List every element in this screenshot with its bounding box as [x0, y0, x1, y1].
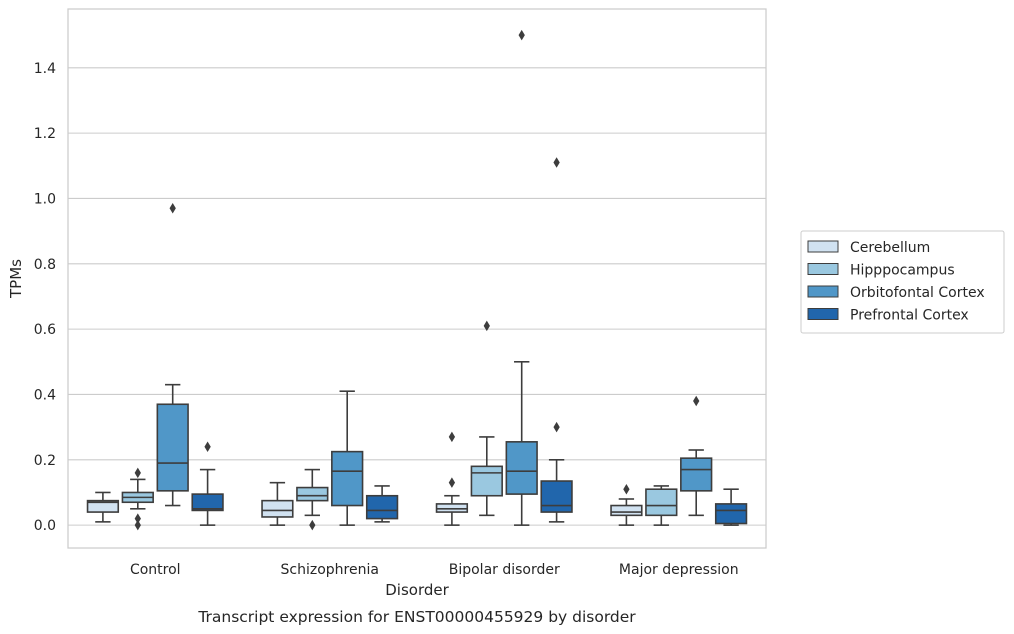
y-tick-label: 1.0 — [34, 191, 56, 207]
box-body — [714, 503, 748, 525]
box-cerebellum — [610, 483, 643, 526]
legend-swatch — [807, 285, 839, 298]
box-hipppocampus — [470, 320, 503, 517]
box-cerebellum — [86, 491, 120, 523]
x-axis-title: Disorder — [385, 581, 449, 599]
box-body — [435, 503, 469, 513]
y-tick-label: 0.2 — [34, 453, 56, 469]
legend-item: Hipppocampus — [807, 263, 955, 279]
box-orbitofontal-cortex — [680, 395, 713, 517]
legend-label: Hipppocampus — [850, 263, 955, 279]
legend-item: Orbitofontal Cortex — [807, 285, 985, 301]
box-hipppocampus — [121, 467, 154, 531]
box-body — [261, 499, 294, 518]
box-orbitofontal-cortex — [331, 390, 364, 526]
outlier-point — [553, 421, 560, 433]
box-hipppocampus — [296, 468, 329, 531]
outlier-point — [693, 395, 700, 407]
plot-frame — [67, 8, 767, 549]
legend: Cerebellum Hipppocampus Orbitofontal Corte… — [800, 230, 1005, 334]
y-tick-label: 1.2 — [34, 126, 56, 142]
box-prefrontal-cortex — [540, 157, 573, 523]
box-body — [610, 504, 643, 517]
y-axis-title: TPMs — [7, 259, 25, 299]
x-tick-label: Bipolar disorder — [449, 562, 560, 578]
x-tick-label: Control — [130, 562, 181, 578]
box-body — [86, 499, 120, 513]
outlier-point — [309, 519, 316, 531]
y-tick-label: 1.4 — [34, 61, 56, 77]
legend-label: Prefrontal Cortex — [850, 308, 969, 324]
outlier-point — [483, 320, 490, 332]
box-prefrontal-cortex — [714, 488, 748, 526]
box-body — [296, 486, 329, 502]
figure-caption: Transcript expression for ENST0000045592… — [197, 608, 636, 626]
box-body — [470, 465, 503, 497]
outlier-point — [134, 519, 141, 531]
box-body — [156, 403, 189, 492]
outlier-point — [448, 477, 456, 488]
outlier-point — [553, 157, 560, 168]
legend-frame — [800, 230, 1005, 334]
legend-swatch — [807, 308, 839, 320]
box-body — [331, 450, 364, 507]
box-orbitofontal-cortex — [156, 203, 189, 507]
outlier-point — [623, 483, 630, 495]
x-tick-labels: Control Schizophrenia Bipolar disorder Majo… — [130, 562, 739, 578]
box-body — [505, 441, 538, 495]
box-cerebellum — [435, 431, 469, 526]
outlier-point — [518, 29, 525, 41]
outlier-point — [169, 203, 176, 214]
legend-label: Orbitofontal Cortex — [850, 285, 985, 301]
box-hipppocampus — [645, 485, 678, 526]
y-tick-labels: 0.0 0.2 0.4 0.6 0.8 1.0 1.2 1.4 — [34, 61, 56, 534]
outlier-point — [134, 467, 141, 479]
y-tick-label: 0.4 — [34, 387, 56, 403]
y-tick-label: 0.8 — [34, 257, 56, 273]
box-body — [191, 493, 224, 512]
box-prefrontal-cortex — [365, 485, 399, 523]
box-groups — [86, 29, 748, 531]
y-tick-label: 0.0 — [34, 518, 56, 534]
outlier-point — [448, 431, 456, 443]
box-body — [540, 480, 573, 513]
box-body — [680, 457, 713, 492]
box-prefrontal-cortex — [191, 441, 224, 526]
box-cerebellum — [261, 481, 294, 526]
box-orbitofontal-cortex — [505, 29, 538, 526]
legend-item: Cerebellum — [807, 240, 930, 256]
outlier-point — [134, 513, 141, 524]
legend-swatch — [807, 240, 839, 253]
y-tick-label: 0.6 — [34, 322, 56, 338]
legend-label: Cerebellum — [850, 240, 930, 256]
box-body — [645, 488, 678, 517]
x-tick-label: Schizophrenia — [281, 562, 379, 578]
box-body — [365, 494, 399, 520]
x-tick-label: Major depression — [619, 562, 739, 578]
outlier-point — [204, 441, 211, 452]
legend-item: Prefrontal Cortex — [807, 308, 969, 324]
legend-swatch — [807, 263, 839, 275]
